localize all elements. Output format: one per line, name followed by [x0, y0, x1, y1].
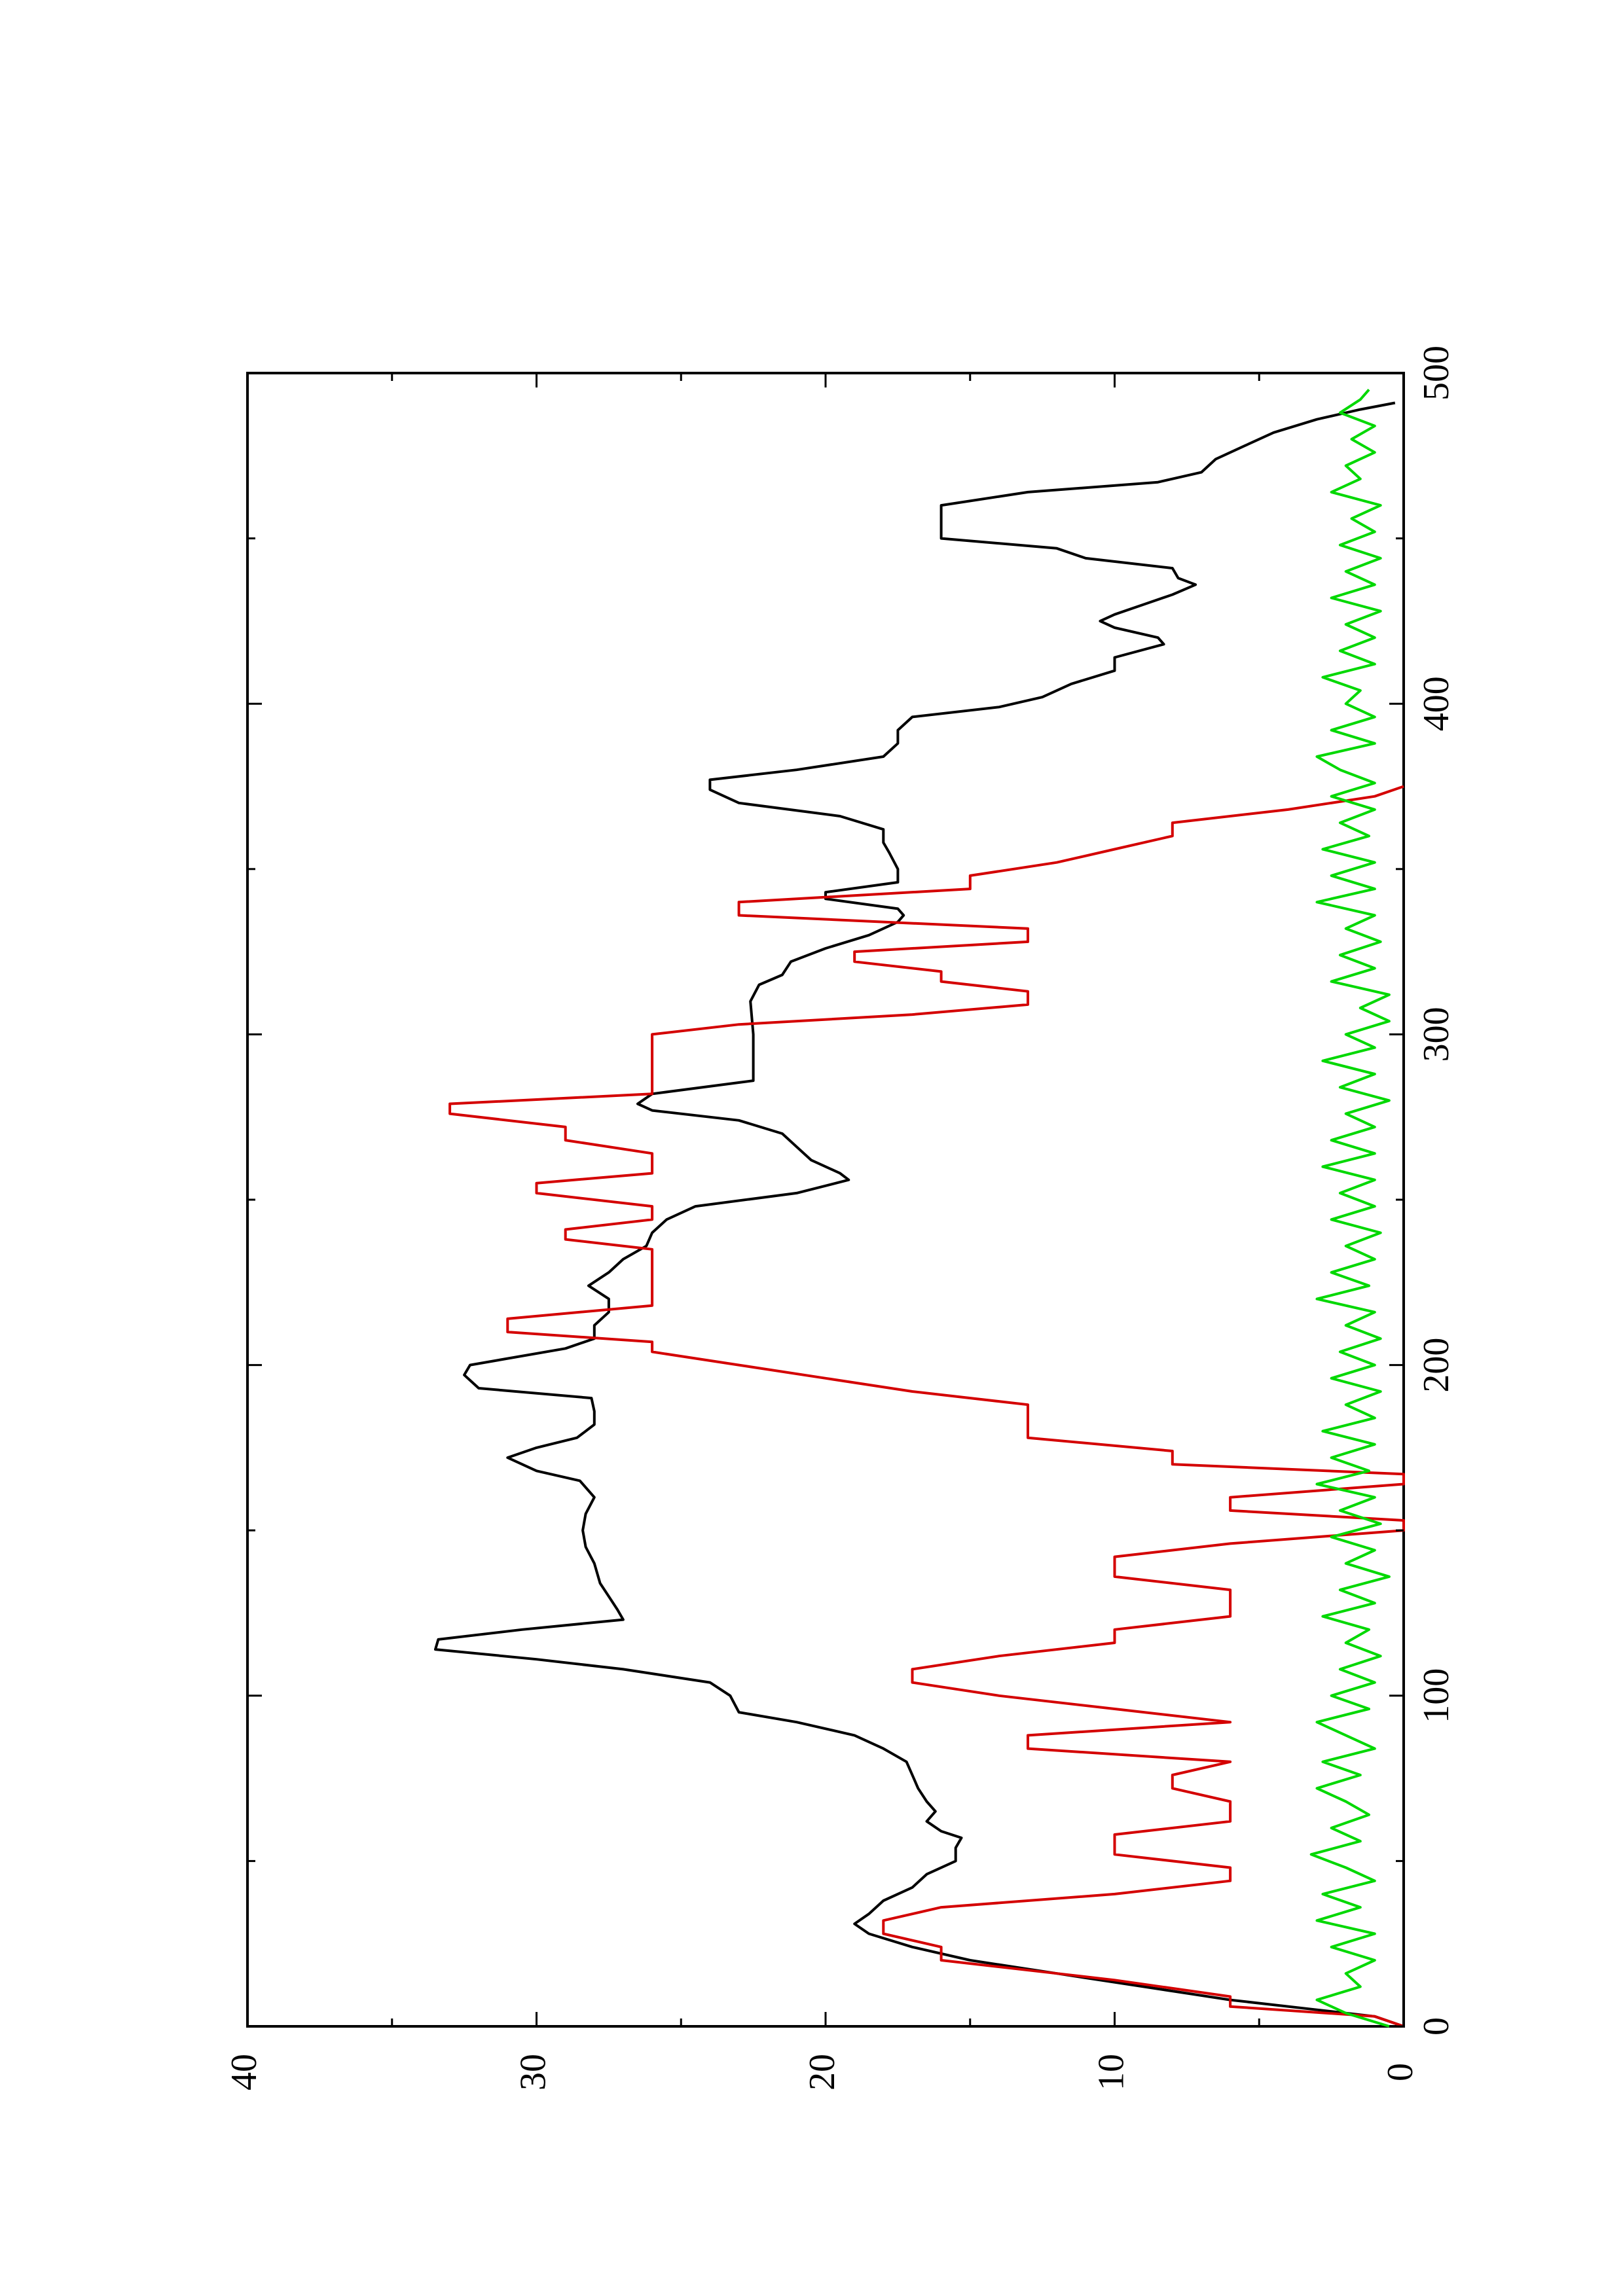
y-tick-label: 0	[1380, 2063, 1421, 2081]
series-line-1	[434, 401, 1404, 2028]
y-tick-label: 10	[1091, 2054, 1131, 2090]
x-tick-label: 200	[1416, 1338, 1457, 1393]
y-tick-label: 20	[802, 2054, 843, 2090]
plot-frame	[246, 372, 1405, 2028]
tick-labels-layer: 0 100 200 300 400 500 0 10 20 30 40	[224, 346, 1457, 2090]
series-line-3	[1309, 388, 1391, 2028]
x-tick-label: 300	[1416, 1007, 1457, 1062]
x-tick-label: 500	[1416, 346, 1457, 401]
x-tick-label: 100	[1416, 1668, 1457, 1723]
plot-area: 0 100 200 300 400 500 0 10 20 30 40	[224, 346, 1457, 2090]
y-tick-label: 30	[513, 2054, 553, 2090]
ticks-layer	[246, 372, 1405, 2028]
series-line-2	[448, 785, 1405, 2028]
series-layer	[434, 388, 1405, 2028]
x-tick-label: 400	[1416, 676, 1457, 731]
x-tick-label: 0	[1416, 2017, 1457, 2036]
y-tick-label: 40	[224, 2054, 264, 2090]
